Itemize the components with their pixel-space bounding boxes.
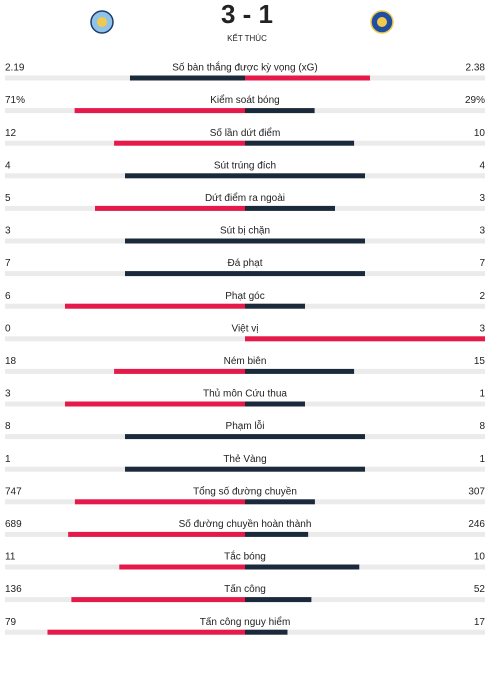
away-value: 52 — [474, 584, 486, 595]
away-value: 8 — [479, 421, 485, 432]
away-bar — [245, 336, 485, 342]
home-bar — [125, 271, 245, 277]
stat-label: Tổng số đường chuyền — [193, 485, 297, 497]
home-value: 8 — [5, 421, 11, 432]
home-value: 689 — [5, 519, 22, 530]
home-value: 11 — [5, 552, 16, 563]
home-bar — [47, 629, 245, 635]
away-value: 29% — [465, 95, 485, 106]
away-bar — [245, 75, 370, 81]
home-value: 5 — [5, 193, 11, 204]
stat-label: Kiểm soát bóng — [210, 94, 280, 106]
stat-label: Sút bị chặn — [220, 226, 270, 237]
away-bar — [245, 499, 315, 505]
home-value: 747 — [5, 486, 22, 497]
home-bar — [114, 140, 245, 146]
away-bar — [245, 238, 365, 244]
away-value: 307 — [468, 486, 485, 497]
away-value: 17 — [474, 617, 486, 628]
home-bar — [65, 303, 245, 309]
away-value: 1 — [479, 454, 485, 465]
home-bar — [125, 238, 245, 244]
home-value: 7 — [5, 258, 11, 269]
home-value: 3 — [5, 226, 11, 237]
away-value: 2.38 — [466, 63, 486, 74]
home-bar — [74, 499, 245, 505]
stat-label: Thủ môn Cứu thua — [203, 388, 287, 400]
home-value: 0 — [5, 323, 11, 334]
stat-label: Phạt góc — [225, 291, 264, 302]
home-bar — [129, 75, 245, 81]
away-value: 3 — [479, 323, 485, 334]
home-value: 18 — [5, 356, 17, 367]
away-bar — [245, 597, 312, 603]
stat-label: Tấn công nguy hiểm — [200, 616, 291, 628]
home-value: 6 — [5, 291, 11, 302]
away-value: 246 — [468, 519, 485, 530]
home-value: 2.19 — [5, 63, 25, 74]
away-bar — [245, 466, 365, 472]
away-value: 10 — [474, 128, 486, 139]
away-value: 10 — [474, 552, 486, 563]
stat-label: Thẻ Vàng — [223, 454, 266, 465]
match-status: KẾT THÚC — [227, 33, 267, 43]
away-bar — [245, 434, 365, 440]
away-bar — [245, 564, 360, 570]
away-value: 3 — [479, 193, 485, 204]
away-bar — [245, 140, 355, 146]
home-bar — [95, 205, 245, 211]
home-bar — [119, 564, 245, 570]
home-value: 71% — [5, 95, 25, 106]
home-value: 79 — [5, 617, 17, 628]
away-bar — [245, 108, 315, 114]
stat-label: Tấn công — [224, 583, 266, 595]
away-value: 7 — [479, 258, 485, 269]
home-bar — [114, 368, 245, 374]
away-bar — [245, 173, 365, 179]
stat-label: Số bàn thắng được kỳ vọng (xG) — [172, 61, 318, 74]
away-bar — [245, 531, 309, 537]
away-value: 4 — [479, 160, 485, 171]
home-value: 1 — [5, 454, 11, 465]
away-bar — [245, 303, 305, 309]
away-bar — [245, 205, 335, 211]
home-crest — [90, 10, 114, 34]
away-value: 1 — [479, 389, 485, 400]
away-value: 15 — [474, 356, 486, 367]
home-bar — [125, 434, 245, 440]
stat-label: Sút trúng đích — [214, 160, 276, 171]
home-value: 3 — [5, 389, 11, 400]
stat-label: Đá phạt — [227, 258, 262, 269]
home-bar — [125, 466, 245, 472]
away-bar — [245, 629, 288, 635]
home-bar — [74, 108, 245, 114]
stat-label: Việt vị — [231, 323, 258, 334]
home-bar — [65, 401, 245, 407]
away-crest — [370, 10, 394, 34]
away-bar — [245, 271, 365, 277]
stat-label: Số lần dứt điểm — [210, 127, 281, 139]
home-bar — [71, 597, 245, 603]
home-bar — [68, 531, 246, 537]
stat-label: Ném biên — [224, 356, 267, 367]
score: 3 - 1 — [221, 0, 273, 29]
stat-label: Tắc bóng — [224, 550, 266, 563]
home-bar — [125, 173, 245, 179]
away-bar — [245, 401, 305, 407]
away-value: 2 — [479, 291, 485, 302]
stat-label: Số đường chuyền hoàn thành — [179, 518, 312, 530]
stat-label: Phạm lỗi — [226, 419, 265, 432]
home-value: 12 — [5, 128, 17, 139]
away-bar — [245, 368, 355, 374]
stat-label: Dứt điểm ra ngoài — [205, 192, 285, 204]
away-value: 3 — [479, 226, 485, 237]
home-value: 4 — [5, 160, 11, 171]
home-value: 136 — [5, 584, 22, 595]
